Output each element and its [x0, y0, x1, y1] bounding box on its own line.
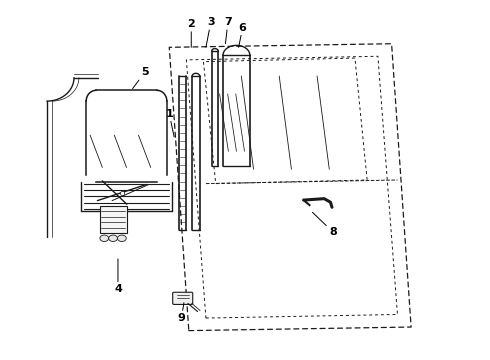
Ellipse shape: [100, 235, 109, 242]
Text: 2: 2: [187, 19, 195, 47]
Text: 5: 5: [133, 67, 148, 89]
Text: 9: 9: [177, 303, 185, 323]
Text: 1: 1: [166, 109, 174, 137]
Text: 4: 4: [114, 259, 122, 294]
Ellipse shape: [109, 235, 118, 242]
Text: 6: 6: [239, 23, 246, 47]
Text: 7: 7: [224, 17, 232, 44]
FancyBboxPatch shape: [172, 292, 193, 305]
Bar: [99, 206, 126, 233]
Text: 3: 3: [206, 17, 215, 47]
Ellipse shape: [118, 235, 126, 242]
Text: 8: 8: [313, 212, 337, 237]
